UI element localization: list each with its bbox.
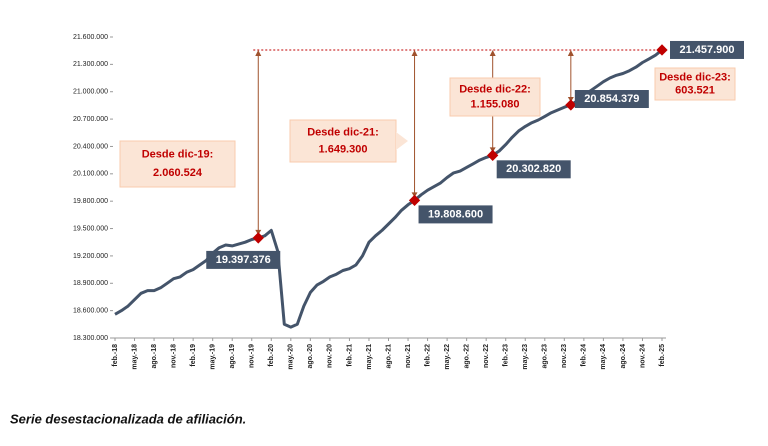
y-tick-label: 20.700.000 (73, 116, 108, 123)
arrow-head (489, 49, 496, 56)
annotation-text: 2.060.524 (153, 167, 203, 179)
annotation-title: Desde dic-21: (307, 127, 379, 139)
y-tick-label: 18.600.000 (73, 307, 108, 314)
annotation-pointer (396, 132, 408, 150)
x-tick-label: nov.-18 (170, 344, 177, 368)
x-tick-label: nov.-19 (249, 344, 256, 368)
y-tick-label: 20.100.000 (73, 171, 108, 178)
annotation-text: 1.155.080 (471, 99, 520, 111)
x-tick-label: ago.-21 (385, 344, 392, 369)
highlight-point (656, 44, 668, 56)
annotation-title: Desde dic-19: (142, 149, 214, 161)
highlight-point (487, 149, 499, 161)
y-tick-label: 18.900.000 (73, 280, 108, 287)
x-tick-label: ago.-18 (151, 344, 158, 369)
x-tick-label: nov.-24 (639, 344, 646, 368)
x-tick-label: may.-20 (288, 344, 295, 370)
y-tick-label: 21.600.000 (73, 34, 108, 41)
value-label-box (206, 250, 281, 269)
x-tick-label: feb.-25 (659, 344, 666, 367)
y-tick-label: 19.800.000 (73, 198, 108, 205)
arrow-head (411, 49, 418, 56)
value-label: 20.302.820 (506, 163, 561, 175)
x-tick-label: feb.-24 (581, 344, 588, 367)
x-tick-label: ago.-22 (463, 344, 470, 369)
x-tick-label: feb.-20 (268, 344, 275, 367)
annotation-text: 1.649.300 (319, 143, 368, 155)
arrow-head (255, 49, 262, 56)
annotation-box (654, 67, 736, 101)
y-tick-label: 19.200.000 (73, 253, 108, 260)
annotation-title: Desde dic-22: (459, 83, 531, 95)
x-tick-label: may.-19 (210, 344, 217, 370)
value-label: 19.808.600 (428, 208, 483, 220)
y-tick-label: 20.400.000 (73, 143, 108, 150)
caption: Serie desestacionalizada de afiliación. (10, 411, 246, 426)
x-tick-label: feb.-22 (424, 344, 431, 367)
annotation-title: Desde dic-23: (659, 72, 731, 84)
value-label: 21.457.900 (679, 44, 734, 56)
x-tick-label: may.-24 (600, 344, 607, 370)
x-tick-label: may.-18 (131, 344, 138, 370)
value-label-box (574, 90, 649, 109)
value-label-box (418, 205, 493, 224)
x-tick-label: feb.-19 (190, 344, 197, 367)
highlight-point (252, 232, 264, 244)
value-label: 19.397.376 (216, 254, 271, 266)
x-tick-label: nov.-20 (327, 344, 334, 368)
x-tick-label: may.-22 (444, 344, 451, 370)
annotation-box (289, 119, 397, 163)
x-tick-label: feb.-21 (346, 344, 353, 367)
annotation-box (119, 140, 236, 188)
arrow-head (567, 49, 574, 56)
x-tick-label: feb.-23 (503, 344, 510, 367)
annotation-text: 603.521 (675, 84, 715, 96)
x-tick-label: ago.-24 (620, 344, 627, 369)
y-tick-label: 19.500.000 (73, 225, 108, 232)
annotation-box (449, 77, 541, 117)
x-tick-label: may.-23 (522, 344, 529, 370)
x-tick-label: may.-21 (366, 344, 373, 370)
x-tick-label: nov.-22 (483, 344, 490, 368)
y-tick-label: 18.300.000 (73, 335, 108, 342)
value-label: 20.854.379 (584, 93, 639, 105)
y-tick-label: 21.000.000 (73, 89, 108, 96)
x-tick-label: ago.-20 (307, 344, 314, 369)
x-tick-label: feb.-18 (112, 344, 119, 367)
highlight-point (408, 194, 421, 207)
value-label-box (496, 160, 571, 179)
x-tick-label: nov.-23 (561, 344, 568, 368)
y-tick-label: 21.300.000 (73, 61, 108, 68)
x-tick-label: ago.-19 (229, 344, 236, 369)
x-tick-label: nov.-21 (405, 344, 412, 368)
value-label-box (670, 40, 744, 59)
x-tick-label: ago.-23 (542, 344, 549, 369)
